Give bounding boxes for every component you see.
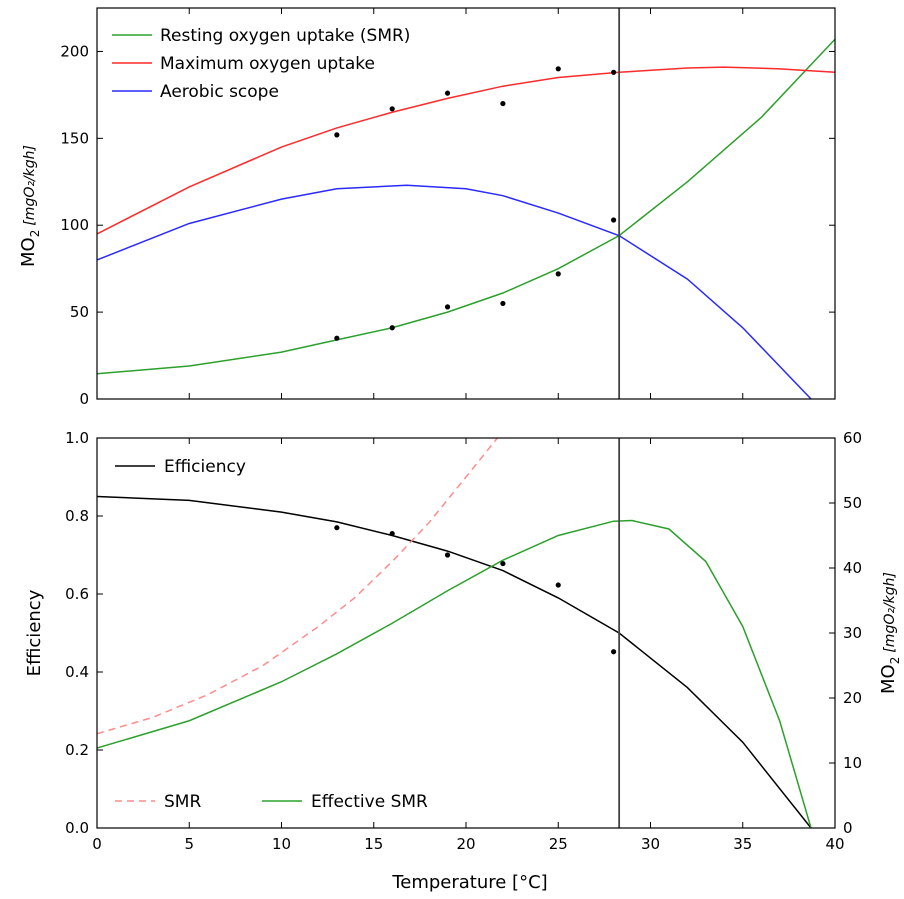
top-points-group [334, 66, 617, 341]
top-data-point [334, 132, 340, 138]
bottom-right-y-tick-label: 50 [843, 494, 862, 512]
top-y-tick-label: 50 [70, 303, 89, 321]
bottom-x-tick-label: 15 [364, 835, 383, 853]
bottom-data-point [500, 560, 506, 567]
bottom-right-y-axis-units: [mgO₂/kgh] [882, 572, 898, 653]
top-series-line-2 [96, 184, 812, 400]
bottom-legend-bottom-label-1: Effective SMR [311, 792, 428, 812]
bottom-data-point [555, 582, 561, 588]
top-y-axis-units: [mgO₂/kgh] [22, 145, 38, 226]
top-data-point [611, 69, 617, 75]
top-data-point [334, 335, 340, 341]
x-axis-label: Temperature [°C] [391, 872, 547, 893]
bottom-data-point [611, 649, 617, 655]
bottom-right-y-tick-label: 10 [843, 754, 862, 772]
top-y-tick-label: 100 [60, 216, 89, 234]
top-data-point [611, 217, 617, 223]
top-series-group [96, 38, 836, 400]
bottom-data-point [444, 552, 451, 558]
top-legend-label-2: Aerobic scope [160, 82, 279, 102]
bottom-series-line-1 [97, 438, 498, 735]
bottom-right-y-tick-label: 30 [843, 624, 862, 642]
bottom-left-y-tick-label: 0.0 [65, 819, 89, 837]
bottom-right-y-axis-label: MO2[mgO₂/kgh] [878, 572, 902, 694]
bottom-x-tick-label: 0 [92, 835, 102, 853]
bottom-legend-bottom: SMR Effective SMR [115, 792, 428, 812]
bottom-right-y-ticks: 0 10 20 30 40 50 60 [829, 429, 862, 837]
top-y-tick-label: 150 [60, 129, 89, 147]
top-y-ticks: 0 50 100 150 200 [60, 42, 835, 408]
top-y-axis-label-subscript: 2 [28, 230, 42, 238]
bottom-left-y-axis-label: Efficiency [24, 589, 45, 676]
bottom-series-line-0 [97, 495, 812, 828]
top-data-point [444, 304, 451, 310]
top-data-point [444, 90, 451, 96]
top-legend-label-0: Resting oxygen uptake (SMR) [160, 26, 410, 46]
bottom-left-y-tick-label: 1.0 [65, 429, 89, 447]
bottom-left-y-tick-label: 0.8 [65, 507, 89, 525]
bottom-series-group [97, 438, 812, 828]
top-data-point [555, 271, 561, 277]
top-panel: 0 50 100 150 200 Resting oxygen uptake (SMR)… [18, 7, 836, 408]
bottom-left-y-tick-label: 0.4 [65, 663, 89, 681]
bottom-left-y-tick-label: 0.2 [65, 741, 89, 759]
bottom-points-group [334, 525, 617, 655]
top-legend-label-1: Maximum oxygen uptake [160, 54, 375, 74]
top-data-point [500, 300, 506, 307]
bottom-x-tick-label: 40 [825, 835, 844, 853]
bottom-plot-frame [96, 437, 836, 829]
top-data-point [500, 100, 506, 107]
bottom-right-y-tick-label: 60 [843, 429, 862, 447]
bottom-x-tick-label: 5 [184, 835, 194, 853]
bottom-series-line-2 [97, 519, 812, 828]
bottom-right-y-axis-label-subscript: 2 [888, 657, 902, 665]
bottom-data-point [389, 530, 395, 537]
top-y-tick-label: 0 [79, 390, 89, 408]
top-y-tick-label: 200 [60, 42, 89, 60]
top-series-line-0 [96, 38, 836, 375]
bottom-right-y-tick-label: 40 [843, 559, 862, 577]
bottom-x-tick-label: 20 [456, 835, 475, 853]
bottom-x-tick-label: 30 [641, 835, 660, 853]
top-x-ticks [96, 8, 836, 399]
bottom-x-ticks: 0 5 10 15 20 25 30 35 40 [92, 438, 845, 853]
bottom-legend-bottom-label-0: SMR [164, 792, 201, 812]
top-legend: Resting oxygen uptake (SMR) Maximum oxyge… [112, 26, 410, 102]
bottom-left-y-tick-label: 0.6 [65, 585, 89, 603]
bottom-x-tick-label: 35 [733, 835, 752, 853]
bottom-right-y-tick-label: 20 [843, 689, 862, 707]
top-series-line-1 [96, 66, 836, 235]
bottom-right-y-tick-label: 0 [843, 819, 853, 837]
bottom-x-tick-label: 25 [549, 835, 568, 853]
bottom-x-tick-label: 10 [272, 835, 291, 853]
bottom-legend-top-label: Efficiency [164, 457, 246, 477]
bottom-left-y-ticks: 0.0 0.2 0.4 0.6 0.8 1.0 [65, 429, 103, 837]
top-data-point [389, 325, 395, 331]
bottom-legend-top: Efficiency [115, 457, 246, 477]
top-y-axis-label: MO2[mgO₂/kgh] [18, 145, 42, 267]
bottom-panel: 0 5 10 15 20 25 30 35 40 0.0 0.2 0.4 0.6 0.8 1.0 0 10 2… [24, 429, 902, 893]
bottom-data-point [334, 525, 340, 531]
top-data-point [555, 66, 561, 72]
top-data-point [389, 106, 395, 112]
